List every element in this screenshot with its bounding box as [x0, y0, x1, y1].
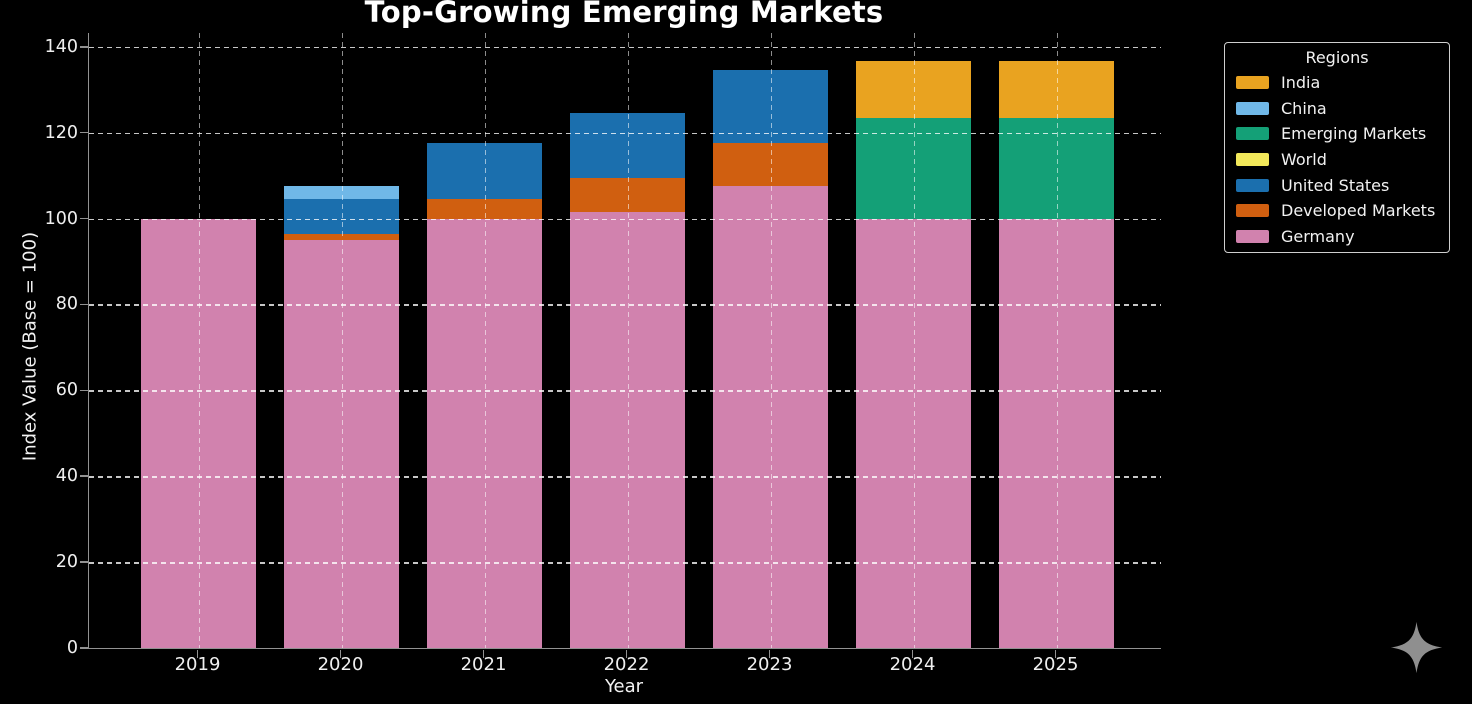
- y-tick-mark-80: [80, 303, 88, 306]
- x-axis-label: Year: [604, 676, 644, 697]
- legend-label: Emerging Markets: [1281, 124, 1427, 144]
- legend-item-world: World: [1225, 147, 1449, 173]
- legend-item-developed-markets: Developed Markets: [1225, 198, 1449, 224]
- gridline-y-120: [89, 132, 1161, 135]
- gridline-y-100: [89, 218, 1161, 221]
- gridline-vertical-2023: [770, 33, 773, 648]
- legend-item-united-states: United States: [1225, 172, 1449, 198]
- legend-title: Regions: [1305, 48, 1369, 67]
- gridline-vertical-2021: [484, 33, 487, 648]
- y-tick-mark-40: [80, 475, 88, 477]
- legend-items: India China Emerging Markets World United St…: [1225, 70, 1449, 249]
- y-axis-label: Index Value (Base = 100): [19, 231, 41, 462]
- gridline-vertical-2019: [198, 33, 201, 648]
- x-tick-mark-2024: [911, 649, 914, 658]
- x-tick-label-2024: 2024: [889, 654, 936, 675]
- gridline-vertical-2025: [1056, 33, 1059, 648]
- gridline-y-80: [89, 304, 1161, 307]
- gridline-vertical-2022: [627, 33, 630, 648]
- legend-swatch-icon: [1236, 178, 1269, 192]
- x-tick-mark-2023: [768, 649, 771, 658]
- y-tick-label-140: 140: [44, 36, 78, 57]
- legend-swatch-icon: [1236, 229, 1269, 243]
- y-tick-label-40: 40: [55, 466, 78, 487]
- gridline-vertical-2024: [913, 33, 916, 648]
- x-tick-label-2022: 2022: [603, 654, 650, 675]
- x-tick-mark-2021: [482, 649, 485, 658]
- legend-item-india: India: [1225, 70, 1449, 96]
- legend-label: India: [1281, 73, 1321, 93]
- plot-area: [88, 33, 1161, 649]
- y-tick-mark-140: [80, 45, 88, 48]
- legend-label: China: [1281, 98, 1327, 118]
- x-tick-label-2020: 2020: [317, 654, 364, 675]
- legend-label: United States: [1281, 175, 1390, 195]
- x-tick-mark-2022: [625, 649, 628, 658]
- gridline-y-60: [89, 390, 1161, 392]
- y-tick-label-20: 20: [55, 552, 78, 573]
- legend-label: Germany: [1281, 226, 1355, 246]
- y-tick-label-100: 100: [44, 208, 78, 229]
- legend-swatch-icon: [1236, 76, 1269, 90]
- y-tick-mark-0: [80, 647, 88, 649]
- gridline-vertical-2020: [341, 33, 344, 648]
- chart-title: Top-Growing Emerging Markets: [364, 0, 884, 29]
- x-tick-label-2025: 2025: [1032, 654, 1079, 675]
- legend-swatch-icon: [1236, 153, 1269, 167]
- gridline-y-20: [89, 562, 1161, 564]
- legend: Regions India China Emerging Markets World U…: [1224, 42, 1450, 253]
- legend-label: World: [1281, 150, 1327, 170]
- legend-swatch-icon: [1236, 127, 1269, 141]
- y-tick-mark-120: [80, 131, 88, 134]
- x-tick-label-2019: 2019: [174, 654, 221, 675]
- y-tick-label-80: 80: [55, 294, 78, 315]
- legend-item-china: China: [1225, 96, 1449, 122]
- x-tick-label-2021: 2021: [460, 654, 507, 675]
- y-tick-label-0: 0: [66, 638, 78, 658]
- gridline-y-40: [89, 476, 1161, 478]
- y-tick-mark-60: [80, 389, 88, 392]
- x-tick-label-2023: 2023: [746, 654, 793, 675]
- y-tick-mark-100: [80, 217, 88, 220]
- legend-item-emerging-markets: Emerging Markets: [1225, 121, 1449, 147]
- y-tick-label-60: 60: [55, 380, 78, 401]
- x-tick-mark-2020: [339, 649, 342, 658]
- x-tick-mark-2019: [196, 649, 199, 658]
- legend-swatch-icon: [1236, 204, 1269, 218]
- x-tick-mark-2025: [1054, 649, 1057, 658]
- y-tick-label-120: 120: [44, 122, 78, 143]
- sparkle-icon: [1390, 621, 1443, 674]
- y-tick-mark-20: [80, 561, 88, 563]
- legend-item-germany: Germany: [1225, 224, 1449, 250]
- legend-label: Developed Markets: [1281, 201, 1436, 221]
- gridline-y-140: [89, 46, 1161, 49]
- legend-swatch-icon: [1236, 101, 1269, 115]
